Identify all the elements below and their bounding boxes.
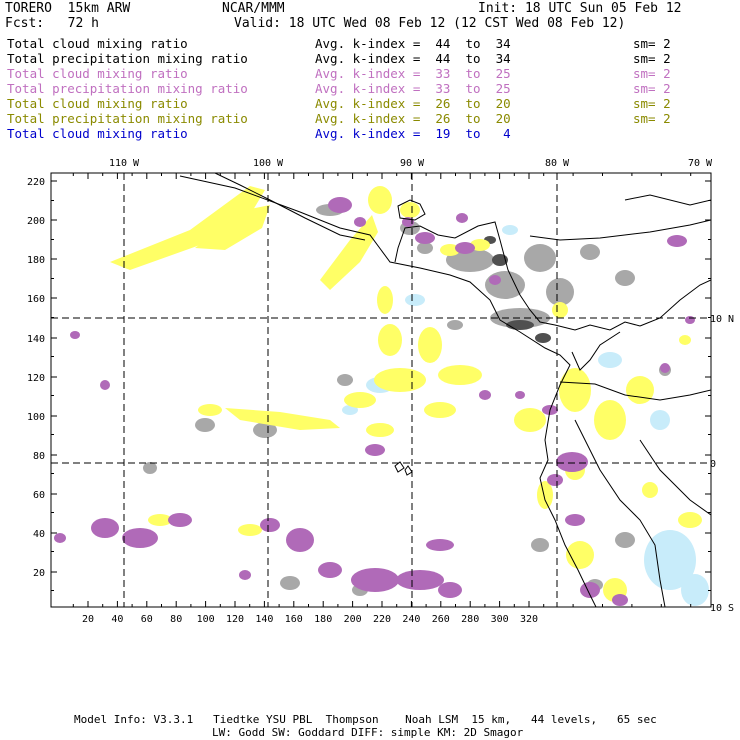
legend-field-name: Total cloud mixing ratio bbox=[7, 96, 188, 111]
cloud-field-dark bbox=[484, 236, 551, 343]
x-tick-label: 280 bbox=[461, 614, 479, 625]
legend-kindex: Avg. k-index = 26 to 20 bbox=[315, 96, 511, 111]
cloud-fields bbox=[54, 173, 711, 607]
y-tick-label: 200 bbox=[27, 216, 45, 227]
y-tick-label: 60 bbox=[33, 490, 45, 501]
x-tick-label: 240 bbox=[402, 614, 420, 625]
legend-kindex: Avg. k-index = 33 to 25 bbox=[315, 66, 511, 81]
latitude-label: 10 S bbox=[710, 603, 734, 614]
latitude-label: 10 N bbox=[710, 314, 734, 325]
x-tick-label: 40 bbox=[111, 614, 123, 625]
x-tick-label: 140 bbox=[255, 614, 273, 625]
y-tick-label: 40 bbox=[33, 529, 45, 540]
legend-kindex: Avg. k-index = 44 to 34 bbox=[315, 36, 511, 51]
longitude-label: 80 W bbox=[545, 158, 570, 169]
y-tick-label: 20 bbox=[33, 568, 45, 579]
x-tick-label: 120 bbox=[226, 614, 244, 625]
latitude-label: 0 bbox=[710, 459, 716, 470]
legend-field-name: Total cloud mixing ratio bbox=[7, 126, 188, 141]
x-tick-label: 180 bbox=[314, 614, 332, 625]
model-info: Model Info: V3.3.1 Tiedtke YSU PBL Thomp… bbox=[74, 713, 657, 726]
longitude-label: 100 W bbox=[253, 158, 284, 169]
cloud-field-purple bbox=[54, 197, 695, 606]
x-tick-label: 300 bbox=[491, 614, 509, 625]
legend-smoothing: sm= 2 bbox=[633, 111, 671, 126]
plot-frame bbox=[50, 172, 712, 608]
legend-kindex: Avg. k-index = 33 to 25 bbox=[315, 81, 511, 96]
cloud-field-gray bbox=[143, 204, 671, 596]
org-label: NCAR/MMM bbox=[222, 1, 285, 16]
x-tick-label: 160 bbox=[285, 614, 303, 625]
y-tick-label: 100 bbox=[27, 412, 45, 423]
model-title: TORERO 15km ARW bbox=[5, 1, 131, 16]
legend-smoothing: sm= 2 bbox=[633, 36, 671, 51]
legend-field-name: Total cloud mixing ratio bbox=[7, 36, 188, 51]
valid-time: Valid: 18 UTC Wed 08 Feb 12 (12 CST Wed … bbox=[234, 16, 626, 31]
x-tick-label: 220 bbox=[373, 614, 391, 625]
cloud-field-yellow bbox=[110, 186, 702, 602]
y-tick-label: 140 bbox=[27, 334, 45, 345]
longitude-label: 110 W bbox=[109, 158, 140, 169]
longitude-label: 90 W bbox=[400, 158, 425, 169]
legend-smoothing: sm= 2 bbox=[633, 66, 671, 81]
legend-field-name: Total precipitation mixing ratio bbox=[7, 111, 248, 126]
x-tick-label: 20 bbox=[82, 614, 94, 625]
x-tick-label: 200 bbox=[344, 614, 362, 625]
y-tick-label: 80 bbox=[33, 451, 45, 462]
longitude-label: 70 W bbox=[688, 158, 713, 169]
forecast-hour: Fcst: 72 h bbox=[5, 16, 99, 31]
x-tick-label: 320 bbox=[520, 614, 538, 625]
y-tick-label: 120 bbox=[27, 373, 45, 384]
cloud-field-lightblue bbox=[342, 225, 709, 606]
x-tick-label: 60 bbox=[141, 614, 153, 625]
legend-field-name: Total cloud mixing ratio bbox=[7, 66, 188, 81]
legend-kindex: Avg. k-index = 44 to 34 bbox=[315, 51, 511, 66]
legend-smoothing: sm= 2 bbox=[633, 96, 671, 111]
coastlines bbox=[179, 173, 711, 607]
y-tick-label: 160 bbox=[27, 294, 45, 305]
legend-smoothing: sm= 2 bbox=[633, 81, 671, 96]
init-time: Init: 18 UTC Sun 05 Feb 12 bbox=[478, 1, 682, 16]
y-tick-label: 180 bbox=[27, 255, 45, 266]
lat-lon-grid bbox=[51, 173, 711, 607]
y-tick-label: 220 bbox=[27, 177, 45, 188]
axis-labels: 220 200 180 160 140 120 100 80 60 40 20 20 40 60 80 100… bbox=[27, 158, 734, 625]
legend-field-name: Total precipitation mixing ratio bbox=[7, 81, 248, 96]
x-tick-label: 260 bbox=[432, 614, 450, 625]
legend-kindex: Avg. k-index = 19 to 4 bbox=[315, 126, 511, 141]
axis-ticks bbox=[51, 173, 711, 607]
legend-field-name: Total precipitation mixing ratio bbox=[7, 51, 248, 66]
legend-kindex: Avg. k-index = 26 to 20 bbox=[315, 111, 511, 126]
legend-smoothing: sm= 2 bbox=[633, 51, 671, 66]
physics-info: LW: Godd SW: Goddard DIFF: simple KM: 2D… bbox=[212, 726, 524, 739]
x-tick-label: 100 bbox=[197, 614, 215, 625]
x-tick-label: 80 bbox=[170, 614, 182, 625]
